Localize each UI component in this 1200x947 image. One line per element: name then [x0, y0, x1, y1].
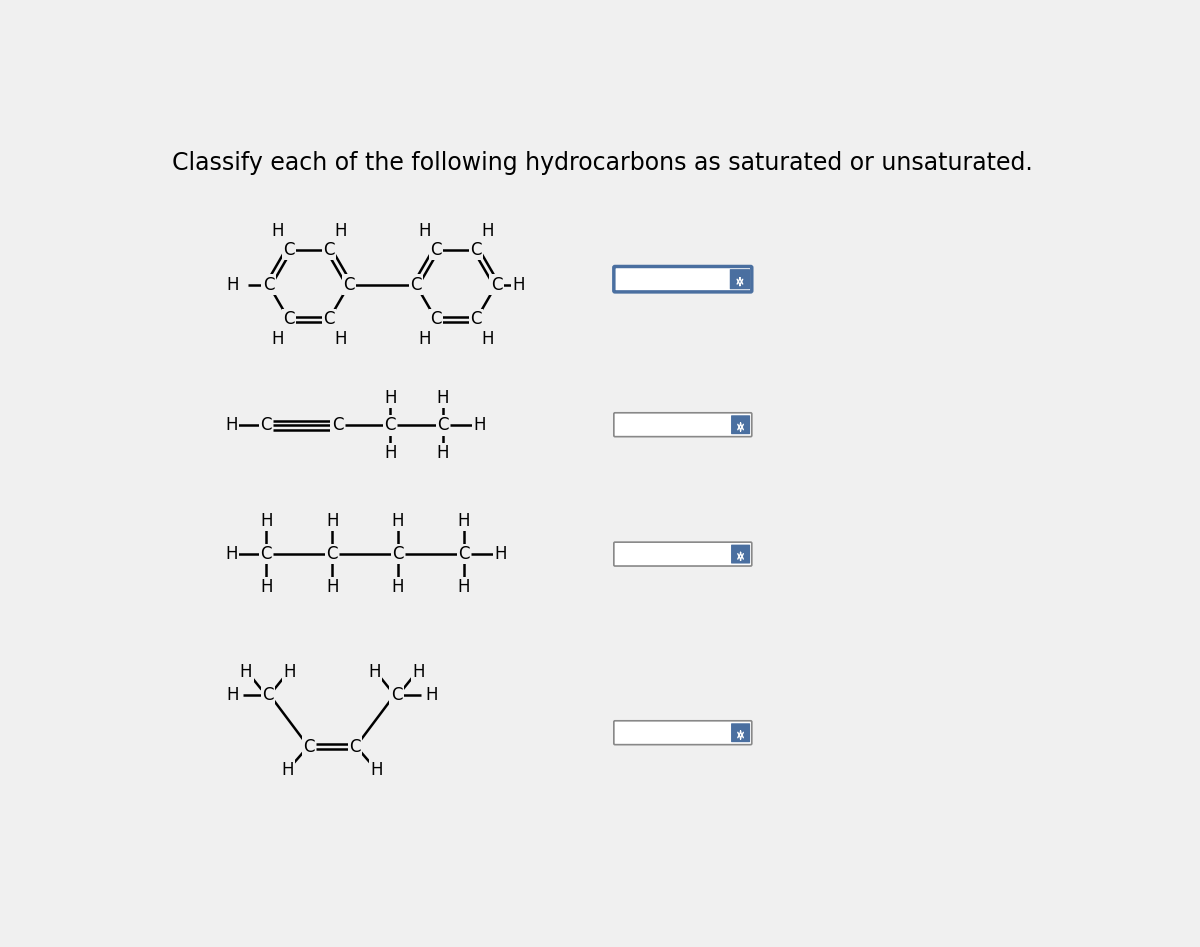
Text: H: H — [368, 663, 382, 681]
Text: H: H — [391, 512, 404, 530]
FancyBboxPatch shape — [730, 269, 750, 289]
Text: H: H — [512, 276, 526, 294]
Text: H: H — [334, 330, 347, 348]
FancyBboxPatch shape — [731, 724, 750, 742]
Text: H: H — [425, 686, 438, 704]
Text: H: H — [457, 579, 470, 597]
FancyBboxPatch shape — [614, 542, 751, 566]
Text: C: C — [384, 417, 396, 435]
Text: H: H — [473, 417, 486, 435]
Text: C: C — [331, 417, 343, 435]
FancyBboxPatch shape — [614, 266, 751, 292]
FancyBboxPatch shape — [614, 413, 751, 437]
Text: C: C — [431, 311, 442, 329]
Text: C: C — [323, 241, 335, 259]
Text: C: C — [260, 417, 272, 435]
Text: H: H — [271, 222, 283, 240]
Text: C: C — [343, 276, 355, 294]
Text: H: H — [326, 579, 338, 597]
Text: H: H — [481, 330, 493, 348]
Text: C: C — [283, 311, 294, 329]
Text: C: C — [323, 311, 335, 329]
Text: H: H — [227, 686, 239, 704]
Text: C: C — [349, 738, 361, 756]
Text: C: C — [431, 241, 442, 259]
Text: C: C — [410, 276, 421, 294]
Text: C: C — [491, 276, 502, 294]
Text: C: C — [458, 545, 469, 563]
Text: C: C — [392, 545, 403, 563]
Text: C: C — [391, 686, 402, 704]
Text: C: C — [437, 417, 449, 435]
Text: H: H — [481, 222, 493, 240]
Text: H: H — [334, 222, 347, 240]
Text: Classify each of the following hydrocarbons as saturated or unsaturated.: Classify each of the following hydrocarb… — [172, 151, 1032, 174]
Text: H: H — [371, 760, 383, 778]
Text: C: C — [260, 545, 272, 563]
Text: H: H — [457, 512, 470, 530]
Text: H: H — [283, 663, 295, 681]
Text: H: H — [260, 579, 272, 597]
FancyBboxPatch shape — [731, 545, 750, 563]
Text: C: C — [262, 686, 274, 704]
Text: H: H — [260, 512, 272, 530]
Text: H: H — [437, 444, 449, 462]
Text: H: H — [326, 512, 338, 530]
Text: H: H — [494, 545, 506, 563]
Text: H: H — [226, 545, 238, 563]
Text: C: C — [283, 241, 294, 259]
Text: H: H — [419, 330, 431, 348]
Text: H: H — [391, 579, 404, 597]
FancyBboxPatch shape — [731, 416, 750, 434]
Text: H: H — [226, 417, 238, 435]
Text: H: H — [226, 276, 239, 294]
Text: C: C — [470, 241, 482, 259]
FancyBboxPatch shape — [614, 721, 751, 744]
Text: C: C — [470, 311, 482, 329]
Text: H: H — [384, 389, 396, 407]
Text: H: H — [384, 444, 396, 462]
Text: C: C — [304, 738, 314, 756]
Text: H: H — [271, 330, 283, 348]
Text: C: C — [326, 545, 338, 563]
Text: H: H — [419, 222, 431, 240]
Text: H: H — [281, 760, 294, 778]
Text: H: H — [437, 389, 449, 407]
Text: H: H — [240, 663, 252, 681]
Text: H: H — [412, 663, 425, 681]
Text: C: C — [263, 276, 275, 294]
